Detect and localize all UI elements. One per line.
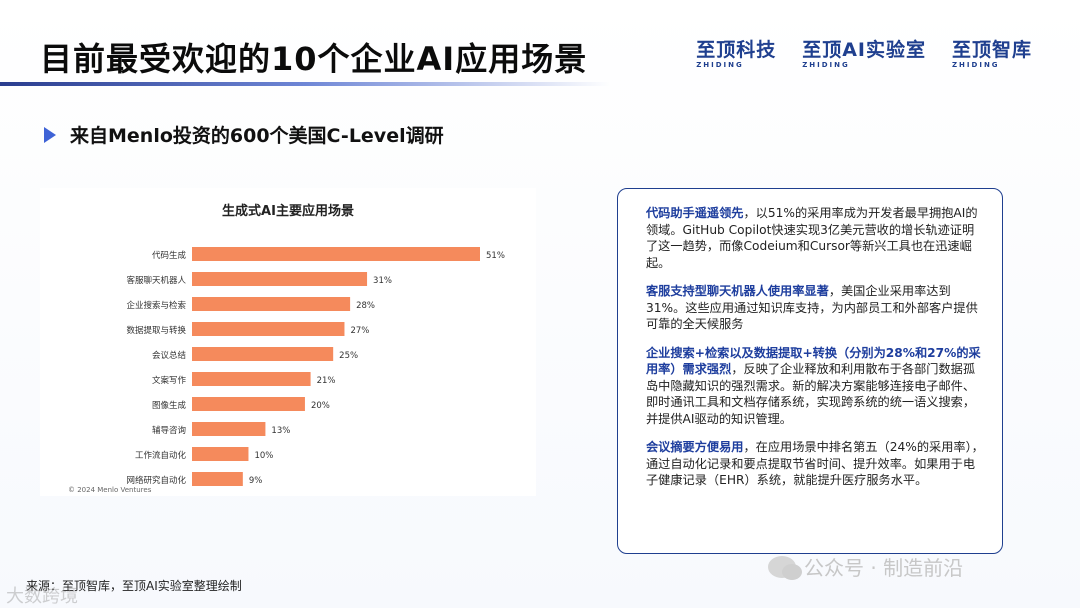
insight-box: 代码助手遥遥领先，以51%的采用率成为开发者最早拥抱AI的领域。GitHub C…: [617, 188, 1003, 554]
category-label: 企业搜索与检索: [126, 300, 186, 311]
bar: [192, 447, 249, 461]
logo-group: 至顶科技 ZHIDING 至顶AI实验室 ZHIDING 至顶智库 ZHIDIN…: [696, 40, 1032, 69]
category-label: 辅导咨询: [152, 425, 186, 436]
category-label: 网络研究自动化: [126, 475, 186, 486]
insight-text: ，以51%的采用率成为开发者最早拥抱AI的领域。GitHub Copilot快速…: [646, 206, 978, 270]
logo-zhiding-think-tank-text: 至顶智库: [951, 39, 1032, 61]
category-label: 代码生成: [152, 250, 187, 261]
bar: [192, 272, 368, 286]
title-underline: [0, 82, 610, 86]
bar: [192, 397, 305, 411]
subtitle-text: 来自Menlo投资的600个美国C-Level调研: [70, 125, 444, 147]
logo-zhiding-ai-lab: 至顶AI实验室 ZHIDING: [802, 40, 926, 69]
value-label: 9%: [249, 476, 263, 486]
category-label: 客服聊天机器人: [126, 275, 186, 286]
insight-paragraph: 客服支持型聊天机器人使用率显著，美国企业采用率达到31%。这些应用通过知识库支持…: [646, 283, 986, 333]
insight-highlight: 代码助手遥遥领先: [646, 206, 744, 220]
wechat-icon: [768, 555, 802, 580]
insight-highlight: 会议摘要方便易用: [646, 440, 744, 454]
category-label: 文案写作: [152, 375, 187, 386]
logo-zhiding-think-tank-sub: ZHIDING: [951, 61, 1000, 69]
bar: [192, 347, 334, 361]
value-label: 21%: [317, 376, 336, 386]
triangle-bullet-icon: [44, 126, 56, 143]
value-label: 20%: [311, 401, 330, 411]
chart-card: 代码生成 51% 客服聊天机器人 31% 企业搜索与检索 28% 数据提取与转换 27% 会议总…: [40, 188, 536, 496]
value-label: 13%: [271, 426, 290, 436]
insight-text: ，美国企业采用率达到31%。这些应用通过知识库支持，为内部员工和外部客户提供可靠…: [646, 284, 978, 331]
section-subtitle: 来自Menlo投资的600个美国C-Level调研: [44, 121, 444, 148]
logo-zhiding-tech-sub: ZHIDING: [696, 61, 744, 69]
category-label: 数据提取与转换: [126, 325, 186, 336]
chart-credit: © 2024 Menlo Ventures: [68, 486, 152, 494]
bar: [192, 322, 345, 336]
category-label: 工作流自动化: [135, 450, 187, 461]
watermark-secondary: 大数跨境: [6, 586, 78, 607]
value-label: 10%: [254, 451, 273, 461]
bar-chart: 代码生成 51% 客服聊天机器人 31% 企业搜索与检索 28% 数据提取与转换 27% 会议总…: [126, 247, 505, 486]
insight-text: ，在应用场景中排名第五（24%的采用率），通过自动化记录和要点提取节省时间、提升…: [646, 440, 984, 487]
watermark: 公众号 · 制造前沿: [768, 552, 963, 581]
value-label: 31%: [373, 276, 392, 286]
bar: [192, 472, 243, 486]
logo-zhiding-tech-text: 至顶科技: [696, 39, 777, 61]
insight-paragraph: 企业搜索+检索以及数据提取+转换（分别为28%和27%的采用率）需求强烈，反映了…: [646, 345, 986, 428]
category-label: 会议总结: [152, 350, 186, 361]
source-note: 来源：至顶智库，至顶AI实验室整理绘制: [26, 579, 242, 593]
insight-text: ，反映了企业释放和利用散布于各部门数据孤岛中隐藏知识的强烈需求。新的解决方案能够…: [646, 362, 976, 426]
insight-highlight: 企业搜索+检索以及数据提取+转换（分别为28%和27%的采用率）需求强烈: [646, 345, 981, 377]
category-label: 图像生成: [152, 400, 187, 411]
bar: [192, 297, 351, 311]
chart-title: 生成式AI主要应用场景: [222, 204, 354, 219]
insight-highlight: 客服支持型聊天机器人使用率显著: [646, 284, 829, 298]
logo-zhiding-ai-lab-sub: ZHIDING: [802, 61, 850, 69]
bar: [192, 372, 311, 386]
bar: [192, 422, 266, 436]
value-label: 28%: [356, 301, 375, 311]
insight-paragraph: 代码助手遥遥领先，以51%的采用率成为开发者最早拥抱AI的领域。GitHub C…: [646, 205, 986, 271]
logo-zhiding-ai-lab-text: 至顶AI实验室: [802, 39, 926, 61]
logo-zhiding-think-tank: 至顶智库 ZHIDING: [952, 40, 1032, 69]
value-label: 25%: [339, 351, 358, 361]
value-label: 51%: [486, 251, 505, 261]
logo-zhiding-tech: 至顶科技 ZHIDING: [696, 40, 776, 69]
value-label: 27%: [350, 326, 369, 336]
page-title: 目前最受欢迎的10个企业AI应用场景: [40, 40, 588, 78]
bar: [192, 247, 480, 261]
watermark-text: 公众号 · 制造前沿: [804, 556, 964, 580]
insight-paragraph: 会议摘要方便易用，在应用场景中排名第五（24%的采用率），通过自动化记录和要点提…: [646, 439, 986, 489]
